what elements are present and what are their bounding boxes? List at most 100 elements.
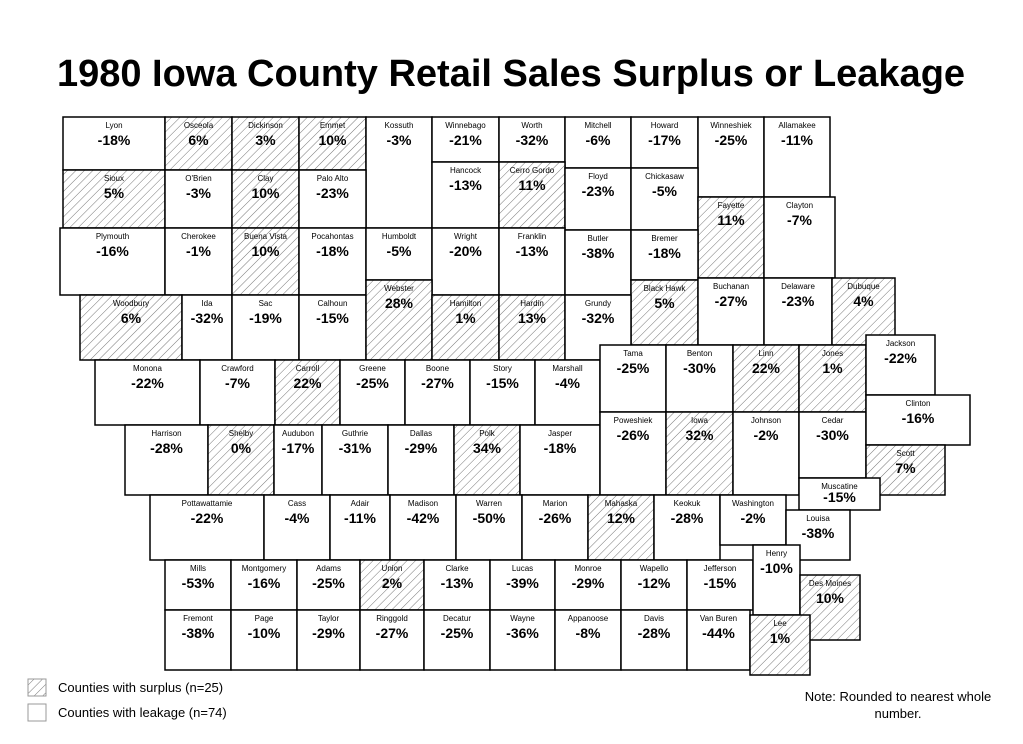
county-value: -50% [473,510,506,526]
county-shape [489,609,556,671]
county-shape [519,424,601,496]
county-shape [686,609,751,671]
county-value: -26% [539,510,572,526]
county-value: -19% [249,310,282,326]
county-value: 11% [717,212,745,228]
county-value: -10% [760,560,793,576]
county-value: -25% [715,132,748,148]
county-name: Keokuk [674,499,702,508]
county-name: Washington [732,499,774,508]
county-shape [798,344,867,413]
county-name: Hamilton [450,299,482,308]
county: Clarke -13% [423,559,491,611]
county-value: 3% [255,132,276,148]
county-name: Monona [133,364,162,373]
county-shape [630,167,699,231]
county: Clayton -7% [763,196,836,279]
county-value: -25% [617,360,650,376]
county-name: Wapello [640,564,669,573]
county-name: Wright [454,232,478,241]
county-shape [164,227,233,296]
county-value: -29% [572,575,605,591]
county-shape [431,294,500,361]
county-shape [387,424,455,496]
county-name: Johnson [751,416,781,425]
county-value: -32% [191,310,224,326]
county-shape [564,167,632,231]
county: Decatur -25% [423,609,491,671]
county-value: -5% [652,183,677,199]
county-name: Union [382,564,403,573]
county: Fremont -38% [164,609,232,671]
county-value: -28% [638,625,671,641]
county: Black Hawk 5% [630,279,699,346]
county-name: Clay [257,174,273,183]
county: Pocahontas -18% [298,227,367,296]
county-value: 22% [752,360,781,376]
county-value: -25% [356,375,389,391]
map-title: 1980 Iowa County Retail Sales Surplus or… [57,53,965,95]
county: Story -15% [469,359,536,426]
county-value: -20% [449,243,482,259]
county-name: Wayne [510,614,535,623]
county-name: Hardin [520,299,544,308]
county-name: Black Hawk [644,284,687,293]
county-shape [564,229,632,296]
county-shape [498,294,566,361]
county-value: -18% [544,440,577,456]
county-value: -15% [823,489,856,505]
county-value: -22% [884,350,917,366]
county-name: Crawford [221,364,253,373]
county-shape [423,559,491,611]
county-name: Calhoun [318,299,348,308]
county-value: 5% [654,295,675,311]
county-shape [599,411,667,496]
county: Johnson -2% [732,411,800,496]
county-name: Delaware [781,282,815,291]
county-name: Jefferson [704,564,737,573]
county-name: Dickinson [248,121,283,130]
county-name: Benton [687,349,712,358]
county: Palo Alto -23% [298,169,367,229]
county-shape [719,494,787,546]
county-shape [630,229,699,281]
county: Mills -53% [164,559,232,611]
county: Cherokee -1% [164,227,233,296]
county-name: Mitchell [584,121,611,130]
county-shape [453,424,521,496]
county-name: Clayton [786,201,813,210]
county-name: Carroll [296,364,320,373]
county-name: Humboldt [382,232,417,241]
county-name: Kossuth [385,121,414,130]
legend-swatch-surplus [27,678,47,697]
county: Benton -30% [665,344,734,413]
county-name: Story [493,364,512,373]
county-value: 22% [293,375,322,391]
county-name: Henry [766,549,787,558]
county-value: -29% [312,625,345,641]
county-name: Scott [896,449,915,458]
county-name: Louisa [806,514,830,523]
county-name: Webster [384,284,414,293]
county: Washington -2% [719,494,787,546]
county: Hamilton 1% [431,294,500,361]
county-value: -16% [248,575,281,591]
county-name: Chickasaw [645,172,684,181]
county-value: -17% [648,132,681,148]
county-value: -15% [704,575,737,591]
county-value: 2% [382,575,403,591]
county-shape [431,161,500,229]
legend-swatch-leakage [27,703,47,722]
county-shape [798,411,867,479]
county-name: Taylor [318,614,340,623]
county-name: Muscatine [821,482,858,491]
county-value: 11% [518,177,546,193]
county-value: -16% [902,410,935,426]
county-value: -2% [741,510,766,526]
county-value: -53% [182,575,215,591]
county-shape [498,227,566,296]
county: Page -10% [230,609,298,671]
county-name: Decatur [443,614,471,623]
county: Jones 1% [798,344,867,413]
county-value: -12% [638,575,671,591]
